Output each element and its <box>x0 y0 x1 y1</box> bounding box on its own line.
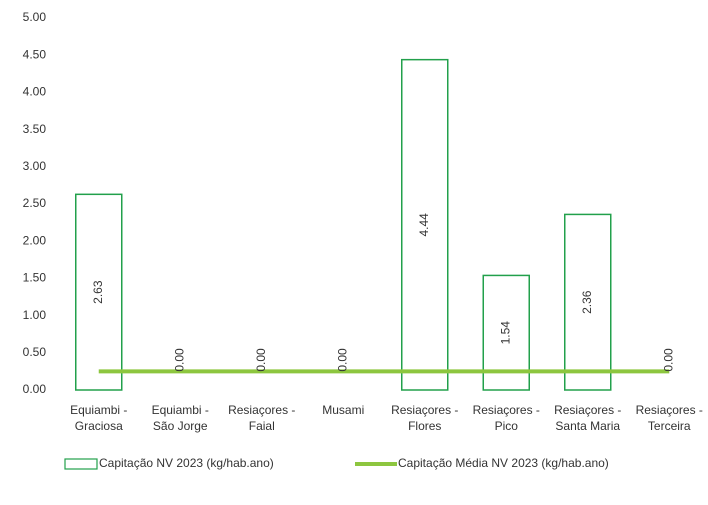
y-tick-label: 1.00 <box>23 308 47 322</box>
y-tick-label: 3.00 <box>23 159 47 173</box>
legend-label: Capitação Média NV 2023 (kg/hab.ano) <box>398 456 609 470</box>
y-tick-label: 2.50 <box>23 196 47 210</box>
bar <box>75 193 123 391</box>
data-label: 0.00 <box>254 348 268 372</box>
bar <box>401 58 449 391</box>
y-tick-label: 4.00 <box>23 85 47 99</box>
data-label: 4.44 <box>417 213 431 237</box>
y-tick-label: 3.50 <box>23 122 47 136</box>
x-tick-label: Resiaçores - Santa Maria <box>554 403 622 433</box>
data-label: 0.00 <box>335 348 349 372</box>
legend-label: Capitação NV 2023 (kg/hab.ano) <box>99 456 274 470</box>
x-tick-label: Resiaçores - Flores <box>391 403 459 433</box>
x-tick-label: Resiaçores - Pico <box>472 403 540 433</box>
data-label: 0.00 <box>661 348 675 372</box>
data-label: 1.54 <box>498 321 512 345</box>
y-tick-label: 2.00 <box>23 233 47 247</box>
x-tick-label: Musami <box>322 403 365 417</box>
y-tick-label: 1.50 <box>23 271 47 285</box>
x-tick-label: Equiambi - Graciosa <box>70 403 128 433</box>
x-tick-label: Resiaçores - Terceira <box>635 403 703 433</box>
y-tick-label: 0.50 <box>23 345 47 359</box>
y-tick-label: 5.00 <box>23 10 47 24</box>
x-tick-label: Resiaçores - Faial <box>228 403 296 433</box>
y-tick-label: 4.50 <box>23 47 47 61</box>
data-label: 0.00 <box>172 348 186 372</box>
data-label: 2.63 <box>91 280 105 304</box>
data-label: 2.36 <box>580 290 594 314</box>
legend-swatch <box>64 458 98 470</box>
x-tick-label: Equiambi - São Jorge <box>151 403 209 433</box>
y-tick-label: 0.00 <box>23 382 47 396</box>
bar <box>564 213 612 391</box>
